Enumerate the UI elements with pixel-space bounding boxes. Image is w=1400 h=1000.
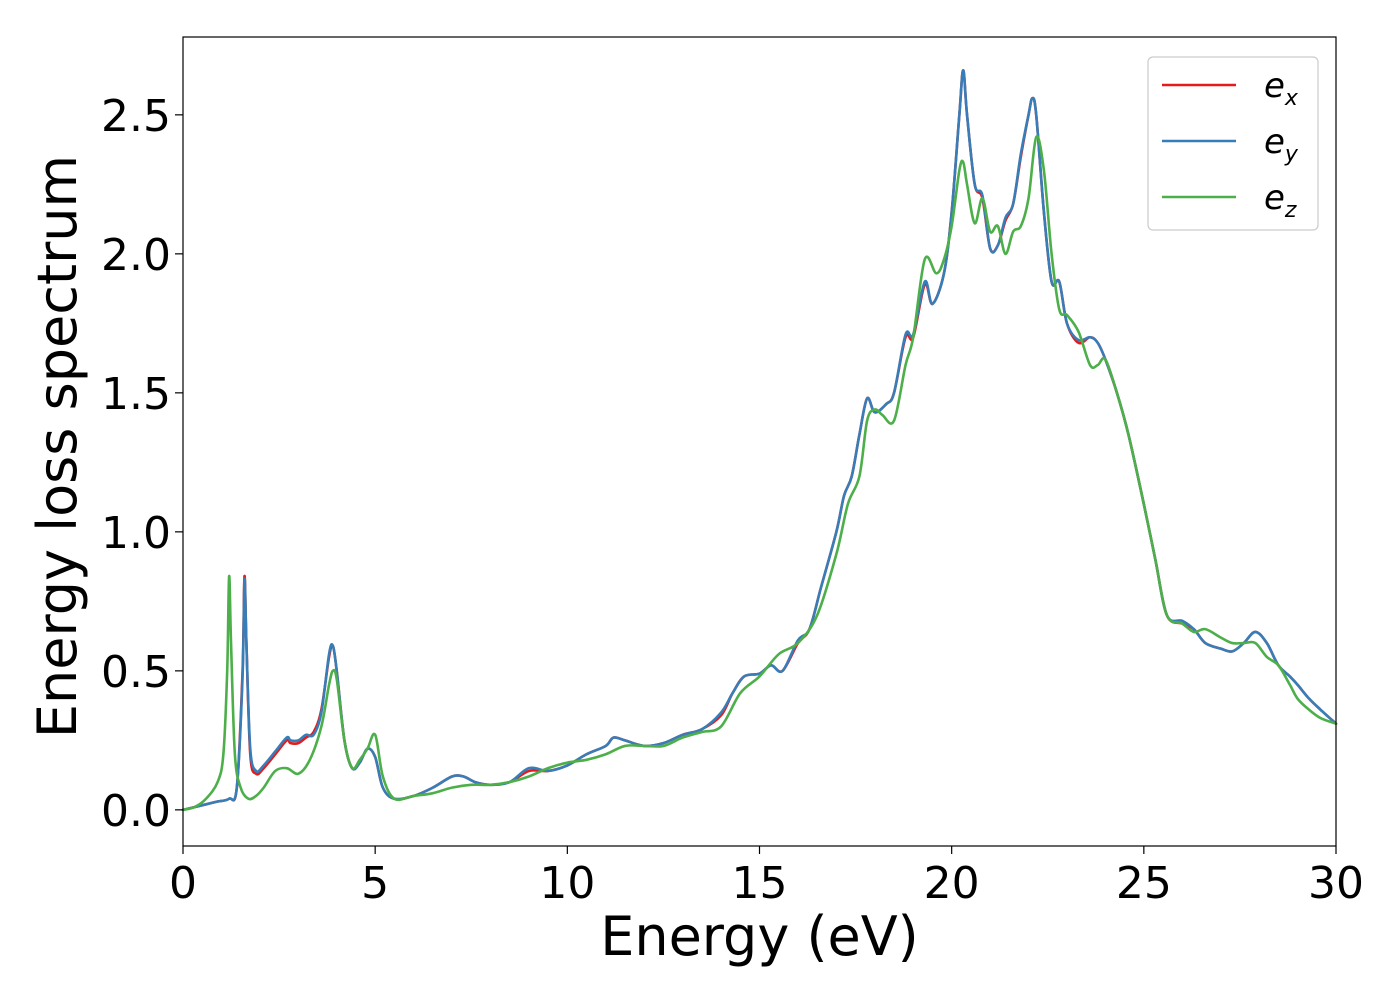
y-tick-label: 0.5	[101, 647, 171, 698]
legend-label-ey: ey	[1264, 122, 1299, 167]
x-tick-label: 15	[732, 858, 788, 909]
legend-label-ez: ez	[1264, 178, 1297, 223]
x-axis-ticks: 0 5 10 15 20 25 30	[169, 846, 1364, 909]
x-tick-label: 30	[1308, 858, 1364, 909]
x-tick-label: 10	[539, 858, 595, 909]
y-tick-label: 2.5	[101, 91, 171, 142]
y-axis-ticks: 0.0 0.5 1.0 1.5 2.0 2.5	[101, 91, 183, 837]
series-layer	[181, 69, 1338, 812]
series-line-ez	[181, 135, 1338, 812]
y-axis-title: Energy loss spectrum	[26, 155, 89, 738]
y-tick-label: 0.0	[101, 786, 171, 837]
x-tick-label: 25	[1116, 858, 1172, 909]
legend-label-ex: ex	[1264, 66, 1299, 111]
legend-box	[1147, 56, 1319, 231]
x-axis-title: Energy (eV)	[600, 905, 919, 968]
legend: ex ey ez	[1147, 56, 1319, 231]
x-tick-label: 0	[169, 858, 197, 909]
y-tick-label: 1.5	[101, 369, 171, 420]
y-tick-label: 1.0	[101, 508, 171, 559]
x-tick-label: 20	[924, 858, 980, 909]
x-tick-label: 5	[361, 858, 389, 909]
y-tick-label: 2.0	[101, 230, 171, 281]
